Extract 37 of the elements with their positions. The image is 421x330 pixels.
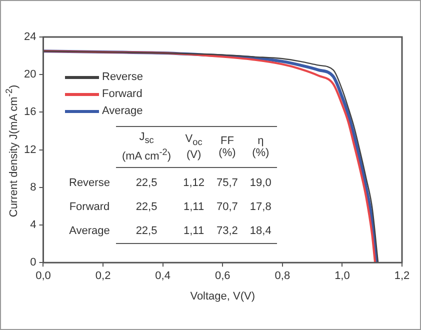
annotation: 1,11	[177, 218, 210, 244]
annotation: Average	[68, 224, 111, 240]
x-tick-label: 0,8	[274, 270, 290, 282]
x-axis-title: Voltage, V(V)	[190, 290, 256, 302]
y-tick-label: 0	[30, 256, 36, 269]
x-tick-label: 0,6	[214, 270, 230, 282]
annotation: 19,0	[248, 176, 272, 191]
annotation: 73,2	[210, 218, 244, 244]
annotation: 22,5	[116, 218, 178, 244]
annotation: FF (%)	[210, 126, 244, 168]
annotation: 22,5	[134, 176, 158, 191]
y-tick-label: 24	[24, 31, 36, 44]
annotation: 75,7	[216, 176, 239, 191]
x-tick-label: 1,0	[334, 270, 350, 282]
x-tick-label: 1,2	[394, 270, 410, 282]
x-tick-label: 0,4	[155, 270, 170, 282]
y-tick-label: 8	[30, 181, 36, 194]
annotation: Forward	[68, 200, 111, 215]
legend-label: Forward	[102, 87, 142, 102]
annotation: J$_{sc}$ (mA cm$^{-2}$)	[116, 126, 178, 168]
annotation: 1,12	[182, 176, 206, 191]
y-tick-label: 4	[30, 219, 36, 232]
annotation: 17,8	[248, 200, 272, 215]
annotation: 22,5	[134, 200, 158, 215]
annotation: 70,7	[216, 200, 239, 215]
annotation: Reverse	[68, 176, 111, 191]
y-tick-label: 20	[24, 68, 36, 81]
legend-label: Reverse	[102, 70, 143, 85]
y-tick-label: 12	[24, 144, 36, 156]
annotation: 1,11	[182, 200, 206, 215]
annotation: η (%)	[244, 126, 278, 168]
y-tick-label: 16	[24, 106, 36, 118]
annotation: 18,4	[244, 218, 278, 244]
x-tick-label: 0,0	[36, 270, 51, 282]
x-tick-label: 0,2	[95, 270, 111, 282]
legend-label: Average	[102, 104, 143, 119]
annotation: V$_{oc}$ (V)	[177, 126, 210, 168]
